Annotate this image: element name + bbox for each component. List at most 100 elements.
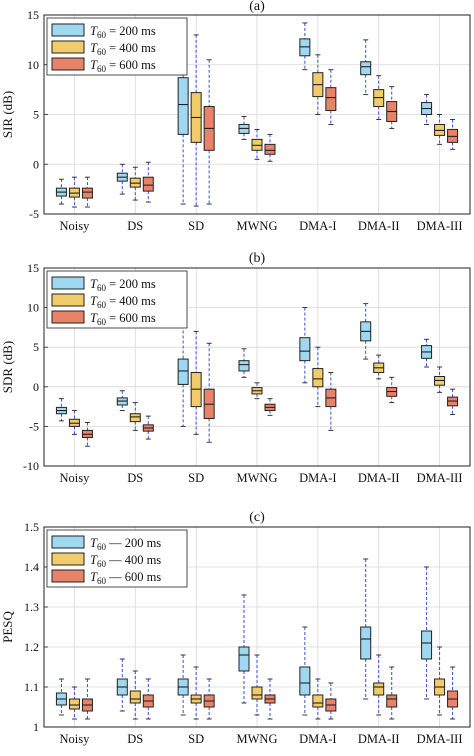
legend-label: T60 = 200 ms xyxy=(90,24,156,40)
box-body xyxy=(312,368,324,388)
box-noisy-s0 xyxy=(55,398,67,422)
box-body xyxy=(264,143,276,155)
box-body xyxy=(177,358,189,385)
box-noisy-s1 xyxy=(68,686,80,720)
chart-panel-2: 1 1.1 1.2 1.3 1.4 1.5 Noisy DS SD MWNG DMA-I DMA-II… xyxy=(0,510,471,746)
box-dma-iii-s2 xyxy=(447,119,459,150)
box-ds-s1 xyxy=(129,166,141,201)
box-dma-ii-s2 xyxy=(386,666,398,720)
box-sd-s1 xyxy=(190,330,202,435)
y-tick-label: 1.2 xyxy=(24,640,39,654)
axes-frame xyxy=(43,526,471,728)
x-category-label: Noisy xyxy=(59,471,90,485)
box-dma-i-s0 xyxy=(299,626,311,716)
box-body xyxy=(129,413,141,423)
box-body xyxy=(251,686,263,700)
panel-title: (b) xyxy=(249,251,266,266)
box-body xyxy=(312,694,324,708)
legend-label: T60 = 400 ms xyxy=(90,294,156,310)
y-tick-label: 1.3 xyxy=(24,600,39,614)
box-dma-i-s1 xyxy=(312,346,324,408)
box-body xyxy=(421,630,433,660)
box-sd-s2 xyxy=(203,678,215,720)
legend-swatch xyxy=(51,23,85,37)
box-body xyxy=(142,176,154,192)
box-mwng-s1 xyxy=(251,382,263,400)
box-body xyxy=(81,187,93,199)
box-dma-i-s0 xyxy=(299,22,311,71)
box-sd-s0 xyxy=(177,19,189,205)
x-category-label: DMA-III xyxy=(417,219,463,233)
legend-swatch xyxy=(51,40,85,54)
legend-swatch xyxy=(51,535,85,549)
legend-swatch xyxy=(51,552,85,566)
x-category-label: DMA-I xyxy=(299,471,337,485)
box-sd-s2 xyxy=(203,342,215,443)
box-sd-s0 xyxy=(177,654,189,716)
x-category-label: DMA-III xyxy=(417,732,463,746)
box-dma-iii-s1 xyxy=(434,114,446,145)
box-dma-ii-s0 xyxy=(360,39,372,96)
box-mwng-s0 xyxy=(238,594,250,704)
box-mwng-s2 xyxy=(264,678,276,720)
x-category-label: DMA-II xyxy=(358,732,400,746)
x-category-label: SD xyxy=(188,219,204,233)
box-body xyxy=(386,694,398,708)
box-body xyxy=(238,360,250,372)
box-dma-i-s1 xyxy=(312,678,324,720)
legend-label: T60 — 200 ms xyxy=(90,536,161,552)
box-dma-iii-s0 xyxy=(421,338,433,368)
x-category-label: SD xyxy=(188,471,204,485)
box-body xyxy=(129,690,141,704)
x-category-label: DMA-II xyxy=(358,219,400,233)
x-category-label: SD xyxy=(188,732,204,746)
box-sd-s2 xyxy=(203,59,215,205)
legend-swatch xyxy=(51,57,85,71)
legend-label: T60 = 600 ms xyxy=(90,58,156,74)
box-dma-ii-s2 xyxy=(386,86,398,129)
box-mwng-s1 xyxy=(251,128,263,160)
y-tick-label: 5 xyxy=(33,108,39,122)
x-category-label: DS xyxy=(127,219,143,233)
box-dma-iii-s1 xyxy=(434,366,446,393)
box-mwng-s2 xyxy=(264,133,276,162)
legend-swatch xyxy=(51,569,85,583)
x-category-label: DS xyxy=(127,732,143,746)
box-mwng-s0 xyxy=(238,348,250,378)
y-tick-label: 15 xyxy=(27,261,39,275)
box-dma-i-s2 xyxy=(325,682,337,720)
box-dma-ii-s0 xyxy=(360,303,372,360)
box-body xyxy=(325,87,337,112)
box-dma-ii-s1 xyxy=(373,654,385,716)
legend-swatch xyxy=(51,310,85,324)
box-noisy-s1 xyxy=(68,176,80,208)
box-body xyxy=(68,698,80,710)
box-noisy-s0 xyxy=(55,678,67,716)
box-dma-i-s0 xyxy=(299,307,311,384)
x-category-label: MWNG xyxy=(237,219,278,233)
box-ds-s2 xyxy=(142,161,154,203)
box-dma-iii-s2 xyxy=(447,666,459,720)
x-category-label: Noisy xyxy=(59,732,90,746)
y-tick-label: 1.1 xyxy=(24,680,39,694)
box-body xyxy=(177,77,189,135)
box-noisy-s2 xyxy=(81,678,93,720)
chart-panel-1: -10 -5 0 5 10 15 Noisy DS SD MWNG DMA-I DMA-II DMA-I… xyxy=(0,251,471,485)
box-mwng-s1 xyxy=(251,654,263,716)
y-axis-label: SDR (dB) xyxy=(0,341,15,393)
x-category-label: DMA-I xyxy=(299,732,337,746)
x-category-label: DMA-I xyxy=(299,219,337,233)
x-category-label: DMA-III xyxy=(417,471,463,485)
box-dma-iii-s0 xyxy=(421,566,433,700)
box-ds-s0 xyxy=(116,390,128,412)
y-tick-label: 10 xyxy=(27,301,39,315)
x-category-label: MWNG xyxy=(237,732,278,746)
y-tick-label: -5 xyxy=(29,207,39,221)
box-mwng-s0 xyxy=(238,116,250,140)
box-body xyxy=(238,646,250,672)
y-tick-label: 0 xyxy=(33,157,39,171)
legend-label: T60 = 200 ms xyxy=(90,277,156,293)
